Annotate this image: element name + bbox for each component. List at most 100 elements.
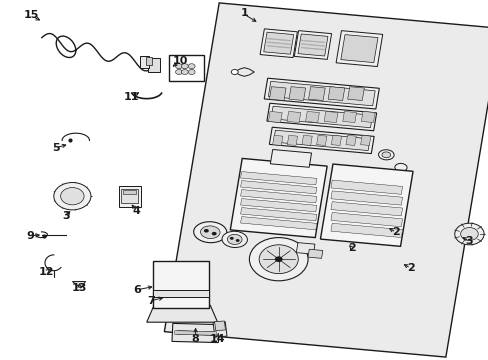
Polygon shape (174, 331, 216, 335)
Ellipse shape (227, 234, 242, 244)
Polygon shape (296, 243, 314, 254)
Polygon shape (240, 172, 316, 185)
Polygon shape (266, 38, 290, 41)
Polygon shape (164, 3, 488, 357)
Polygon shape (269, 127, 373, 154)
Text: 5: 5 (52, 143, 60, 153)
Circle shape (203, 229, 208, 233)
Circle shape (249, 238, 307, 281)
Polygon shape (286, 135, 297, 145)
Polygon shape (327, 87, 344, 100)
Polygon shape (330, 202, 402, 216)
Polygon shape (152, 261, 209, 308)
Text: 12: 12 (39, 267, 54, 277)
Polygon shape (264, 78, 379, 109)
Polygon shape (347, 87, 364, 100)
Ellipse shape (193, 222, 226, 243)
Ellipse shape (378, 150, 393, 160)
Text: 14: 14 (209, 334, 225, 344)
Polygon shape (240, 208, 316, 221)
Text: 3: 3 (465, 236, 472, 246)
Polygon shape (340, 35, 377, 63)
Circle shape (188, 64, 195, 69)
Polygon shape (240, 217, 316, 230)
Text: 15: 15 (24, 10, 40, 20)
Polygon shape (342, 112, 356, 122)
Polygon shape (330, 191, 402, 205)
Polygon shape (330, 223, 402, 238)
Polygon shape (324, 112, 337, 122)
Polygon shape (240, 181, 316, 194)
Text: 4: 4 (133, 206, 141, 216)
Text: 6: 6 (133, 285, 141, 295)
Circle shape (181, 69, 188, 75)
Text: 1: 1 (240, 8, 248, 18)
Polygon shape (268, 81, 374, 106)
Polygon shape (178, 331, 212, 335)
Polygon shape (119, 186, 141, 207)
Circle shape (454, 223, 483, 245)
Polygon shape (273, 130, 369, 150)
Polygon shape (266, 103, 376, 131)
Polygon shape (214, 321, 225, 330)
Polygon shape (121, 189, 138, 203)
Text: 9: 9 (26, 231, 34, 241)
Polygon shape (294, 31, 331, 59)
Polygon shape (301, 40, 324, 43)
Circle shape (175, 64, 182, 69)
Polygon shape (301, 47, 324, 50)
Polygon shape (263, 32, 293, 54)
Polygon shape (286, 112, 300, 122)
Polygon shape (361, 112, 374, 122)
Text: 2: 2 (347, 243, 355, 253)
Polygon shape (146, 57, 152, 65)
Polygon shape (301, 44, 324, 46)
Polygon shape (240, 190, 316, 203)
Polygon shape (270, 106, 372, 128)
Circle shape (274, 256, 282, 262)
Polygon shape (345, 135, 356, 145)
Polygon shape (240, 199, 316, 212)
Polygon shape (330, 212, 402, 227)
Polygon shape (335, 31, 382, 67)
Polygon shape (272, 135, 283, 145)
Ellipse shape (381, 152, 390, 158)
Circle shape (181, 64, 188, 69)
Polygon shape (172, 323, 219, 343)
Circle shape (229, 237, 233, 240)
Circle shape (231, 69, 238, 75)
Circle shape (211, 232, 216, 235)
Polygon shape (213, 322, 226, 337)
Polygon shape (122, 190, 136, 194)
Polygon shape (72, 282, 85, 288)
Circle shape (175, 69, 182, 75)
Polygon shape (330, 180, 402, 194)
Circle shape (61, 188, 84, 205)
Polygon shape (269, 87, 285, 100)
Polygon shape (360, 135, 370, 145)
Polygon shape (268, 112, 282, 122)
Polygon shape (316, 135, 326, 145)
Text: 3: 3 (62, 211, 70, 221)
Text: 8: 8 (191, 334, 199, 344)
Polygon shape (266, 45, 290, 48)
Polygon shape (147, 58, 160, 72)
Polygon shape (307, 249, 322, 258)
Text: 7: 7 (147, 296, 155, 306)
Circle shape (188, 69, 195, 75)
Polygon shape (288, 87, 305, 100)
Polygon shape (301, 135, 312, 145)
Polygon shape (320, 164, 412, 246)
Text: 13: 13 (72, 283, 87, 293)
Polygon shape (146, 305, 217, 322)
Circle shape (259, 245, 298, 274)
Polygon shape (260, 29, 297, 58)
Polygon shape (308, 87, 325, 100)
Text: 2: 2 (391, 227, 399, 237)
Polygon shape (176, 331, 214, 335)
Polygon shape (297, 34, 327, 56)
Circle shape (235, 239, 239, 242)
Polygon shape (330, 135, 341, 145)
Text: 2: 2 (406, 263, 414, 273)
Ellipse shape (200, 226, 220, 239)
